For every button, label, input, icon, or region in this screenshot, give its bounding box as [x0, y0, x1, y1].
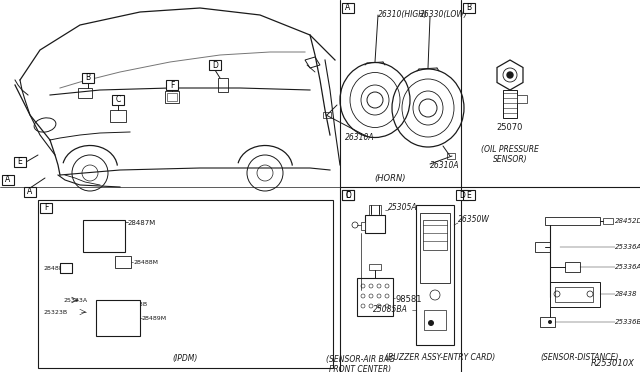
- Text: 25323A: 25323A: [64, 298, 88, 302]
- Bar: [78, 88, 92, 98]
- Bar: [342, 3, 354, 13]
- Bar: [603, 218, 613, 224]
- Text: 26330(LOW): 26330(LOW): [420, 10, 468, 19]
- Text: 26310A: 26310A: [345, 134, 374, 142]
- Bar: [342, 190, 354, 200]
- Text: 28488M: 28488M: [133, 260, 158, 264]
- Text: F: F: [170, 80, 174, 90]
- Text: A: A: [346, 3, 351, 13]
- Text: 28452D: 28452D: [615, 218, 640, 224]
- Text: B: B: [85, 74, 91, 83]
- Text: 25323B: 25323B: [43, 310, 67, 314]
- Bar: [463, 190, 475, 200]
- Text: (OIL PRESSURE
SENSOR): (OIL PRESSURE SENSOR): [481, 145, 539, 164]
- Text: (IPDM): (IPDM): [172, 354, 198, 363]
- Text: 26310A: 26310A: [430, 160, 460, 170]
- Bar: [110, 110, 126, 122]
- Text: E: E: [467, 190, 472, 199]
- Text: 25070: 25070: [497, 124, 523, 132]
- Text: R253010X: R253010X: [591, 359, 635, 368]
- Text: 28489M: 28489M: [142, 315, 167, 321]
- Text: C: C: [115, 96, 120, 105]
- Bar: [517, 95, 527, 103]
- Bar: [357, 278, 393, 316]
- Bar: [93, 328, 101, 336]
- Text: D: D: [459, 190, 465, 199]
- Bar: [112, 95, 124, 105]
- Text: (HORN): (HORN): [374, 173, 406, 183]
- Text: E: E: [18, 157, 22, 167]
- Text: A: A: [28, 187, 33, 196]
- Text: (BUZZER ASSY-ENTRY CARD): (BUZZER ASSY-ENTRY CARD): [385, 353, 495, 362]
- Bar: [456, 190, 468, 200]
- Bar: [38, 200, 333, 368]
- Bar: [218, 78, 228, 92]
- Bar: [463, 3, 475, 13]
- Text: D: D: [345, 190, 351, 199]
- Text: C: C: [346, 190, 351, 199]
- Bar: [60, 263, 72, 273]
- Bar: [167, 93, 177, 101]
- Text: 28487M: 28487M: [128, 220, 156, 226]
- Bar: [535, 242, 550, 252]
- Bar: [369, 205, 381, 215]
- Bar: [323, 112, 331, 118]
- Bar: [24, 187, 36, 197]
- Bar: [540, 317, 555, 327]
- Bar: [14, 157, 26, 167]
- Text: (SENSOR-AIR BAG
FRONT CENTER): (SENSOR-AIR BAG FRONT CENTER): [326, 355, 394, 372]
- Bar: [115, 256, 131, 268]
- Circle shape: [548, 320, 552, 324]
- Bar: [83, 220, 125, 252]
- Text: 28438: 28438: [615, 291, 637, 297]
- Bar: [416, 205, 454, 345]
- Bar: [447, 153, 455, 159]
- Bar: [503, 90, 517, 118]
- Text: 98581: 98581: [395, 295, 422, 305]
- Text: 25085BA: 25085BA: [373, 305, 408, 314]
- Bar: [166, 80, 178, 90]
- Bar: [342, 190, 354, 200]
- Bar: [420, 213, 450, 283]
- Bar: [365, 215, 385, 233]
- Text: B: B: [467, 3, 472, 13]
- Text: 25336A: 25336A: [615, 264, 640, 270]
- Bar: [118, 259, 128, 266]
- Text: 25336A: 25336A: [615, 244, 640, 250]
- Text: 26350W: 26350W: [458, 215, 490, 224]
- Text: 28488MA: 28488MA: [43, 266, 72, 270]
- Text: 25336B: 25336B: [615, 319, 640, 325]
- Bar: [423, 220, 447, 250]
- Bar: [361, 222, 365, 230]
- Bar: [209, 60, 221, 70]
- Circle shape: [507, 72, 513, 78]
- Bar: [121, 310, 131, 324]
- Text: D: D: [212, 61, 218, 70]
- Bar: [550, 282, 600, 307]
- Bar: [60, 263, 72, 273]
- Bar: [565, 262, 580, 272]
- Circle shape: [428, 320, 434, 326]
- Bar: [2, 175, 14, 185]
- Bar: [555, 287, 593, 302]
- Text: A: A: [5, 176, 11, 185]
- Bar: [369, 264, 381, 270]
- Text: 25323B: 25323B: [123, 301, 147, 307]
- Bar: [96, 300, 140, 336]
- Bar: [40, 203, 52, 213]
- Text: (SENSOR-DISTANCE): (SENSOR-DISTANCE): [541, 353, 620, 362]
- Bar: [545, 217, 600, 225]
- Text: 26310(HIGH): 26310(HIGH): [378, 10, 428, 19]
- Bar: [165, 91, 179, 103]
- Bar: [103, 306, 115, 326]
- Text: F: F: [44, 203, 48, 212]
- Text: 25305A: 25305A: [388, 203, 418, 212]
- Bar: [82, 73, 94, 83]
- Bar: [424, 310, 446, 330]
